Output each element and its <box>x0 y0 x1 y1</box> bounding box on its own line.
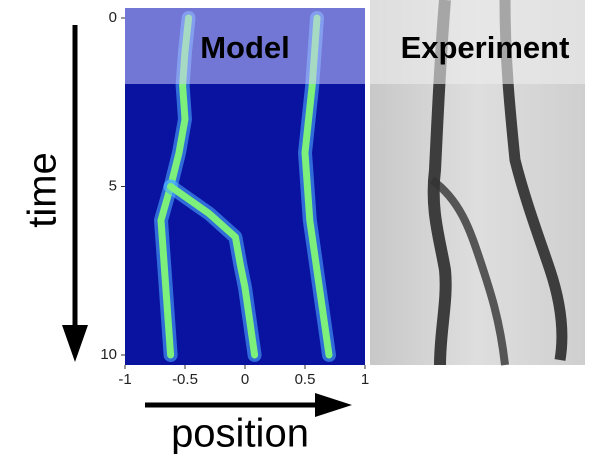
figure: Model Experiment time position -1 -0.5 0 0.… <box>0 0 605 454</box>
panel-label: Model <box>200 30 290 65</box>
x-tick-label: -1 <box>118 371 131 388</box>
x-tick-label: 1 <box>361 371 369 388</box>
y-tick-label: 10 <box>100 346 117 363</box>
x-tick-label: -0.5 <box>172 371 198 388</box>
time-arrowhead <box>62 325 88 362</box>
x-tick-label: 0 <box>241 371 249 388</box>
panel-label: Experiment <box>401 30 570 65</box>
x-axis-label: position <box>171 412 309 454</box>
x-tick-label: 0.5 <box>295 371 316 388</box>
position-arrowhead <box>315 393 352 417</box>
y-tick-label: 5 <box>109 177 117 194</box>
y-tick-label: 0 <box>109 9 117 26</box>
y-axis-label: time <box>21 152 65 228</box>
